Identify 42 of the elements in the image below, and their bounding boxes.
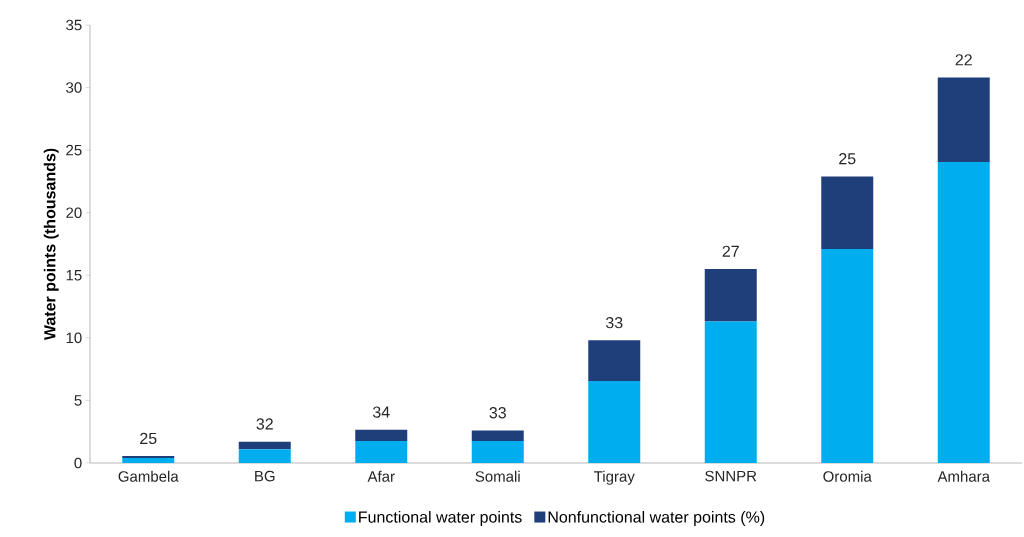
annotation: 33 <box>605 316 623 329</box>
bar <box>704 269 757 322</box>
x-tick-label: Amhara <box>937 470 991 482</box>
y-tick-label: 0 <box>74 457 82 469</box>
annotation: 32 <box>256 418 273 430</box>
y-tick-label: 15 <box>66 270 82 281</box>
bar <box>937 77 990 163</box>
y-tick-label: 5 <box>74 395 82 406</box>
x-tick-label: SNNPR <box>705 470 757 482</box>
x-tick-label: Gambela <box>118 470 179 482</box>
bar <box>821 249 874 463</box>
x-tick-label: BG <box>255 470 275 482</box>
x-tick-label: Oromia <box>823 470 872 482</box>
x-tick-label: Somali <box>475 470 520 482</box>
y-tick-label: 35 <box>66 19 82 31</box>
y-tick-label: 10 <box>66 332 82 344</box>
annotation: 27 <box>722 245 739 257</box>
bar <box>588 340 641 382</box>
y-tick-label: 25 <box>66 144 82 156</box>
annotation: 34 <box>372 406 390 418</box>
bar <box>355 429 408 442</box>
annotation: 25 <box>839 153 856 165</box>
y-axis-title: Water points (thousands) <box>43 148 59 341</box>
annotation: 33 <box>489 407 506 419</box>
legend-label: Nonfunctional water points (%) <box>548 510 765 526</box>
bar <box>238 449 291 463</box>
bar <box>122 457 175 463</box>
annotation: 25 <box>140 432 157 445</box>
bar <box>471 441 524 463</box>
bar <box>821 176 874 249</box>
x-tick-label: Tigray <box>594 470 635 485</box>
legend-label: Functional water points <box>359 510 522 526</box>
bar <box>704 321 757 463</box>
bar <box>588 381 641 463</box>
x-tick-label: Afar <box>367 470 395 482</box>
bar <box>355 441 408 463</box>
y-tick-label: 30 <box>66 82 82 93</box>
annotation: 22 <box>955 54 972 66</box>
bar <box>937 162 990 463</box>
bar <box>238 441 291 450</box>
bar <box>471 430 524 442</box>
y-tick-label: 20 <box>66 207 82 219</box>
